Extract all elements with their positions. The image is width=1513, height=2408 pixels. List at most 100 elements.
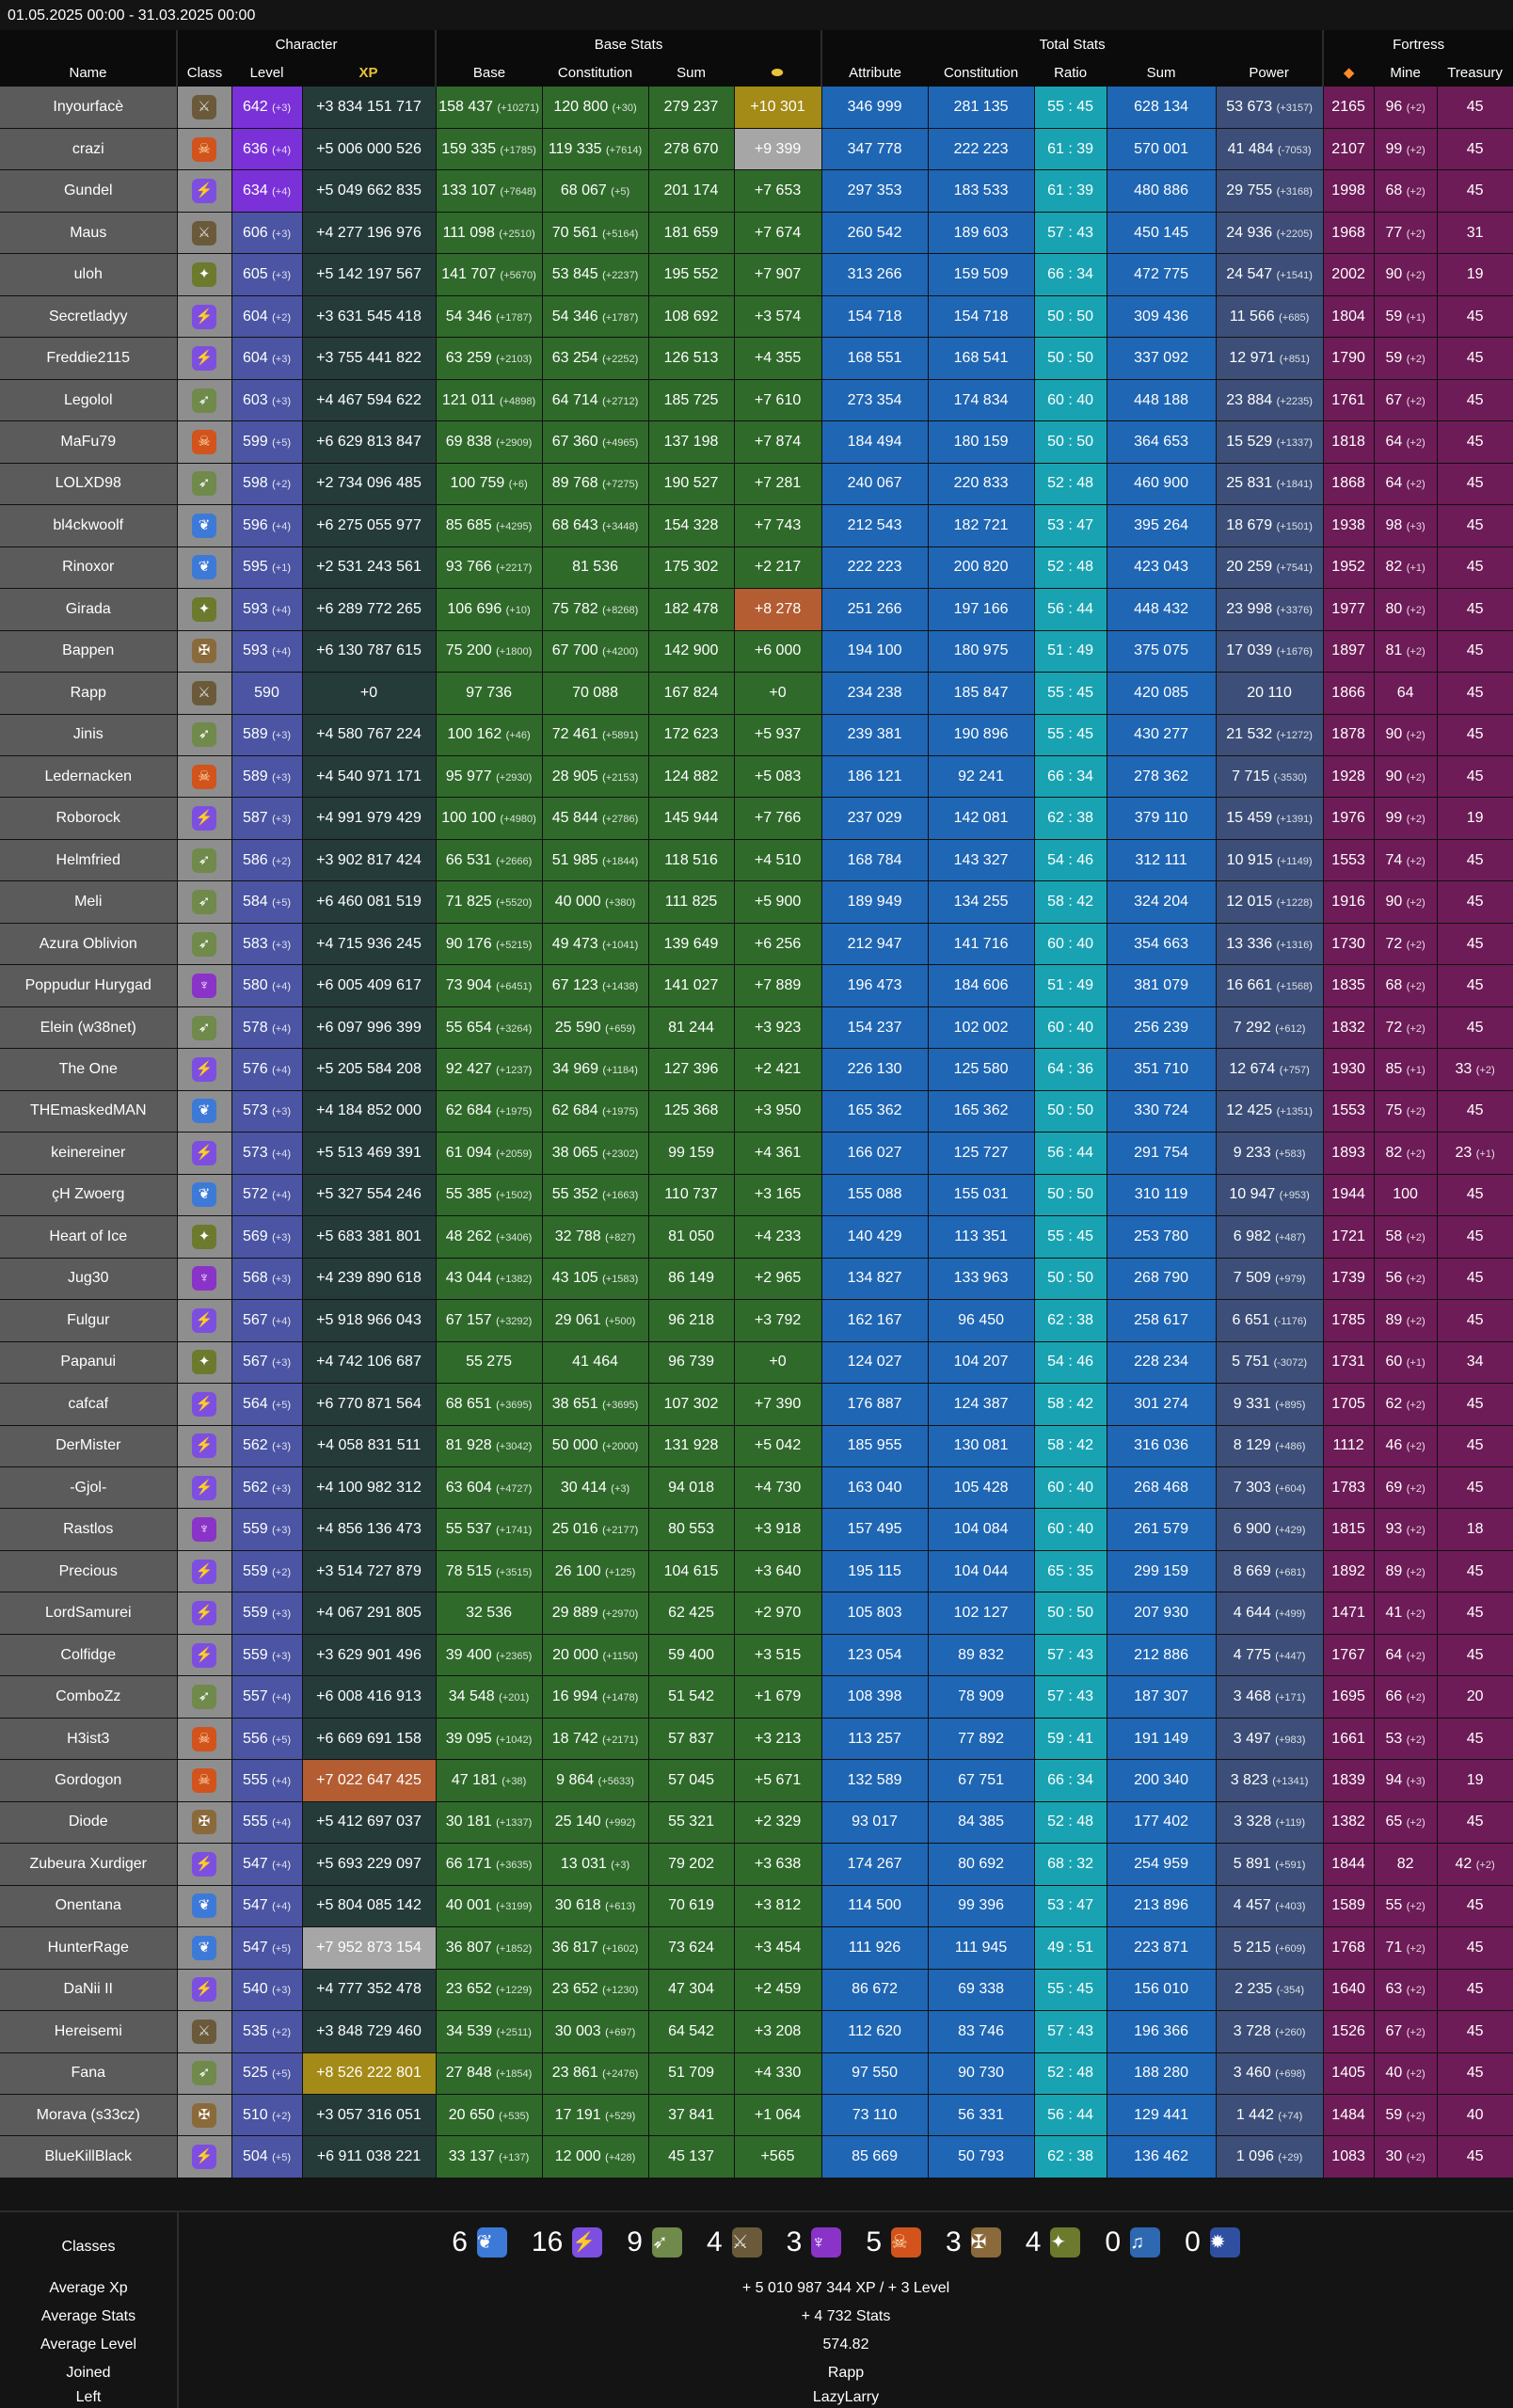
table-row[interactable]: Gundel ⚡ 634 (+4) +5 049 662 835 133 107 (+7… xyxy=(0,169,1513,213)
table-row[interactable]: Poppudur Hurygad ♆ 580 (+4) +6 005 409 617 7… xyxy=(0,964,1513,1007)
table-row[interactable]: DaNii II ⚡ 540 (+3) +4 777 352 478 23 652 (+… xyxy=(0,1969,1513,2012)
col-constitution[interactable]: Constitution xyxy=(542,58,649,87)
table-row[interactable]: Jinis ➶ 589 (+3) +4 580 767 224 100 162 (+46… xyxy=(0,714,1513,757)
treasury: 45 xyxy=(1437,1592,1513,1635)
table-row[interactable]: Diode ✠ 555 (+4) +5 412 697 037 30 181 (+133… xyxy=(0,1801,1513,1845)
constitution: 68 643 (+3448) xyxy=(542,504,649,547)
table-row[interactable]: Hereisemi ⚔ 535 (+2) +3 848 729 460 34 539 (… xyxy=(0,2010,1513,2053)
table-row[interactable]: Colfidge ⚡ 559 (+3) +3 629 901 496 39 400 (+… xyxy=(0,1634,1513,1677)
table-row[interactable]: BlueKillBlack ⚡ 504 (+5) +6 911 038 221 33 1… xyxy=(0,2135,1513,2178)
level-delta-wrap: (+4) xyxy=(272,186,292,198)
table-row[interactable]: Fulgur ⚡ 567 (+4) +5 918 966 043 67 157 (+32… xyxy=(0,1299,1513,1342)
table-row[interactable]: Heart of Ice ✦ 569 (+3) +5 683 381 801 48 26… xyxy=(0,1215,1513,1259)
table-row[interactable]: Bappen ✠ 593 (+4) +6 130 787 615 75 200 (+18… xyxy=(0,630,1513,673)
table-row[interactable]: Meli ➶ 584 (+5) +6 460 081 519 71 825 (+5520… xyxy=(0,880,1513,924)
base-sum-value: 126 513 xyxy=(663,350,719,367)
power-value: 9 331 xyxy=(1233,1395,1271,1412)
table-row[interactable]: Rastlos ♆ 559 (+3) +4 856 136 473 55 537 (+1… xyxy=(0,1508,1513,1551)
level: 604 (+3) xyxy=(231,337,303,380)
col-gem[interactable]: ◆ xyxy=(1323,58,1375,87)
level: 576 (+4) xyxy=(231,1048,303,1091)
col-base[interactable]: Base xyxy=(436,58,543,87)
mine-delta-wrap: (+2) xyxy=(1406,1692,1425,1704)
table-row[interactable]: Fana ➶ 525 (+5) +8 526 222 801 27 848 (+1854… xyxy=(0,2052,1513,2096)
table-row[interactable]: Roborock ⚡ 587 (+3) +4 991 979 429 100 100 (… xyxy=(0,797,1513,840)
col-power[interactable]: Power xyxy=(1216,58,1325,87)
table-row[interactable]: Onentana ❦ 547 (+4) +5 804 085 142 40 001 (+… xyxy=(0,1885,1513,1928)
base-sum-value: 172 623 xyxy=(663,726,719,743)
table-row[interactable]: Morava (s33cz) ✠ 510 (+2) +3 057 316 051 20 … xyxy=(0,2094,1513,2137)
table-row[interactable]: Secretladyy ⚡ 604 (+2) +3 631 545 418 54 346… xyxy=(0,295,1513,339)
base-sum-value: 73 624 xyxy=(668,1939,714,1956)
table-row[interactable]: Elein (w38net) ➶ 578 (+4) +6 097 996 399 55 … xyxy=(0,1006,1513,1050)
gem-level-value: 1767 xyxy=(1331,1646,1365,1663)
col-xp[interactable]: XP xyxy=(302,58,438,87)
col-total-constitution[interactable]: Constitution xyxy=(928,58,1035,87)
table-row[interactable]: THEmaskedMAN ❦ 573 (+3) +4 184 852 000 62 68… xyxy=(0,1090,1513,1133)
table-row[interactable]: Ledernacken ☠ 589 (+3) +4 540 971 171 95 977… xyxy=(0,755,1513,799)
table-row[interactable]: keinereiner ⚡ 573 (+4) +5 513 469 391 61 094… xyxy=(0,1132,1513,1175)
table-row[interactable]: Rapp ⚔ 590 +0 97 736 70 088 167 824 +0 234 238 18… xyxy=(0,672,1513,715)
treasury: 45 xyxy=(1437,630,1513,673)
power-delta-wrap: (+171) xyxy=(1275,1692,1306,1704)
col-total-sum[interactable]: Sum xyxy=(1107,58,1217,87)
table-row[interactable]: uloh ✦ 605 (+3) +5 142 197 567 141 707 (+567… xyxy=(0,253,1513,296)
stat-gain-value: +3 640 xyxy=(754,1562,802,1579)
level-delta-wrap: (+3) xyxy=(272,1231,292,1244)
table-row[interactable]: Girada ✦ 593 (+4) +6 289 772 265 106 696 (+1… xyxy=(0,588,1513,631)
table-row[interactable]: LordSamurei ⚡ 559 (+3) +4 067 291 805 32 536… xyxy=(0,1592,1513,1635)
gem-level-value: 1705 xyxy=(1331,1395,1365,1412)
col-sum[interactable]: Sum xyxy=(648,58,735,87)
col-ratio[interactable]: Ratio xyxy=(1034,58,1107,87)
table-row[interactable]: Papanui ✦ 567 (+3) +4 742 106 687 55 275 41 4… xyxy=(0,1341,1513,1385)
table-row[interactable]: Jug30 ♆ 568 (+3) +4 239 890 618 43 044 (+138… xyxy=(0,1258,1513,1301)
col-level[interactable]: Level xyxy=(231,58,302,87)
table-row[interactable]: DerMister ⚡ 562 (+3) +4 058 831 511 81 928 (… xyxy=(0,1425,1513,1467)
attribute: 174 267 xyxy=(821,1843,929,1886)
table-row[interactable]: Rinoxor ❦ 595 (+1) +2 531 243 561 93 766 (+2… xyxy=(0,547,1513,590)
attribute-value: 186 121 xyxy=(847,768,902,784)
total-constitution: 183 533 xyxy=(928,169,1035,213)
constitution-value: 62 684 xyxy=(551,1102,598,1119)
stat-gain: +8 278 xyxy=(734,588,822,631)
table-row[interactable]: -Gjol- ⚡ 562 (+3) +4 100 982 312 63 604 (+47… xyxy=(0,1466,1513,1510)
col-gold[interactable]: ⬬ xyxy=(734,58,823,87)
table-row[interactable]: MaFu79 ☠ 599 (+5) +6 629 813 847 69 838 (+29… xyxy=(0,420,1513,464)
power: 3 823 (+1341) xyxy=(1216,1759,1324,1802)
power: 7 292 (+612) xyxy=(1216,1006,1324,1050)
member-name: Colfidge xyxy=(0,1634,178,1677)
table-row[interactable]: Freddie2115 ⚡ 604 (+3) +3 755 441 822 63 259… xyxy=(0,337,1513,380)
table-row[interactable]: Inyourfacè ⚔ 642 (+3) +3 834 151 717 158 437… xyxy=(0,87,1513,129)
avg-xp-value: + 5 010 987 344 XP / + 3 Level xyxy=(741,2280,950,2296)
power-value: 7 292 xyxy=(1233,1019,1271,1036)
table-row[interactable]: H3ist3 ☠ 556 (+5) +6 669 691 158 39 095 (+10… xyxy=(0,1718,1513,1761)
table-row[interactable]: Azura Oblivion ➶ 583 (+3) +4 715 936 245 90 … xyxy=(0,923,1513,966)
table-row[interactable]: Legolol ➶ 603 (+3) +4 467 594 622 121 011 (+… xyxy=(0,379,1513,422)
col-attribute[interactable]: Attribute xyxy=(821,58,929,87)
stat-gain: +3 950 xyxy=(734,1090,822,1133)
base-stat: 78 515 (+3515) xyxy=(436,1550,543,1593)
base-stat-delta-wrap: (+3292) xyxy=(496,1315,533,1327)
table-row[interactable]: cafcaf ⚡ 564 (+5) +6 770 871 564 68 651 (+36… xyxy=(0,1383,1513,1426)
table-row[interactable]: Maus ⚔ 606 (+3) +4 277 196 976 111 098 (+251… xyxy=(0,212,1513,255)
table-row[interactable]: Precious ⚡ 559 (+2) +3 514 727 879 78 515 (+… xyxy=(0,1550,1513,1593)
table-row[interactable]: crazi ☠ 636 (+4) +5 006 000 526 159 335 (+17… xyxy=(0,128,1513,171)
table-row[interactable]: Helmfried ➶ 586 (+2) +3 902 817 424 66 531 (… xyxy=(0,839,1513,882)
table-row[interactable]: bl4ckwoolf ❦ 596 (+4) +6 275 055 977 85 685 … xyxy=(0,504,1513,547)
table-row[interactable]: Zubeura Xurdiger ⚡ 547 (+4) +5 693 229 097 6… xyxy=(0,1843,1513,1886)
col-class[interactable]: Class xyxy=(177,58,231,87)
total-sum-value: 310 119 xyxy=(1134,1186,1188,1203)
table-row[interactable]: HunterRage ❦ 547 (+5) +7 952 873 154 36 807 … xyxy=(0,1926,1513,1970)
attribute: 93 017 xyxy=(821,1801,929,1845)
base-stat-value: 67 157 xyxy=(445,1311,492,1328)
table-row[interactable]: LOLXD98 ➶ 598 (+2) +2 734 096 485 100 759 (+… xyxy=(0,463,1513,506)
level-delta: +5 xyxy=(275,897,288,910)
table-row[interactable]: Gordogon ☠ 555 (+4) +7 022 647 425 47 181 (+… xyxy=(0,1759,1513,1802)
col-name[interactable]: Name xyxy=(0,58,178,87)
col-mine[interactable]: Mine xyxy=(1374,58,1438,87)
table-row[interactable]: ComboZz ➶ 557 (+4) +6 008 416 913 34 548 (+2… xyxy=(0,1675,1513,1719)
table-row[interactable]: çH Zwoerg ❦ 572 (+4) +5 327 554 246 55 385 (… xyxy=(0,1174,1513,1217)
base-stat-value: 36 807 xyxy=(445,1939,492,1956)
col-treasury[interactable]: Treasury xyxy=(1437,58,1513,87)
table-row[interactable]: The One ⚡ 576 (+4) +5 205 584 208 92 427 (+1… xyxy=(0,1048,1513,1091)
